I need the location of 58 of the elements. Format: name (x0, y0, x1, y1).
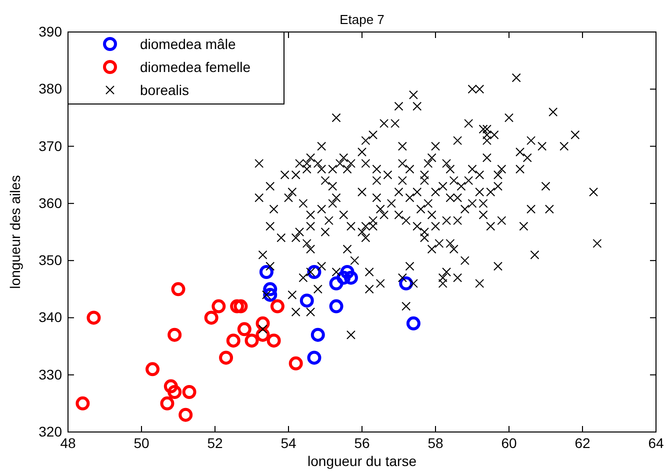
point (164, 379, 178, 394)
point (329, 276, 344, 290)
legend-label: diomedea femelle (140, 59, 251, 75)
x-tick-label: 64 (648, 434, 664, 451)
point (171, 282, 186, 296)
point (230, 299, 244, 314)
point (266, 334, 281, 348)
y-tick-label: 370 (38, 138, 62, 154)
x-tick-label: 52 (207, 434, 223, 451)
x-tick-label: 54 (280, 434, 296, 451)
x-tick-label: 60 (501, 434, 517, 451)
point (307, 350, 322, 365)
point (182, 385, 196, 399)
point (344, 270, 358, 285)
point (244, 334, 259, 348)
point (146, 362, 160, 376)
y-tick-label: 380 (38, 80, 62, 97)
point (259, 265, 274, 279)
point (237, 322, 252, 336)
point (76, 396, 90, 410)
y-tick-label: 320 (38, 423, 62, 440)
legend-label: borealis (140, 82, 190, 98)
x-tick-label: 48 (60, 434, 76, 451)
point (406, 316, 420, 330)
point (310, 328, 325, 342)
point (329, 299, 344, 314)
point (307, 265, 322, 279)
point (168, 328, 182, 342)
point (256, 328, 270, 342)
y-tick-label: 330 (38, 366, 62, 382)
y-tick-label: 360 (38, 194, 62, 211)
point (168, 385, 182, 399)
y-tick-label: 390 (38, 23, 62, 40)
point (340, 265, 354, 279)
chart-title: Etape 7 (340, 12, 384, 27)
point (226, 334, 240, 348)
y-tick-label: 350 (38, 252, 62, 268)
point (160, 396, 174, 410)
x-tick-label: 50 (134, 434, 150, 451)
point (204, 310, 218, 325)
point (288, 356, 303, 370)
point (178, 408, 193, 422)
legend-label: diomedea mâle (140, 36, 236, 52)
point (256, 316, 270, 330)
point (212, 299, 226, 314)
y-axis-title: longueur des ailes (7, 175, 23, 289)
x-tick-label: 56 (354, 434, 370, 451)
y-tick-label: 340 (38, 309, 62, 326)
point (263, 282, 278, 296)
x-tick-label: 62 (574, 434, 590, 451)
x-tick-label: 58 (428, 434, 444, 451)
x-axis-title: longueur du tarse (308, 453, 417, 469)
point (263, 288, 278, 302)
point (300, 294, 314, 308)
point (270, 299, 284, 314)
point (219, 350, 234, 365)
point (234, 299, 248, 314)
point (86, 310, 101, 325)
